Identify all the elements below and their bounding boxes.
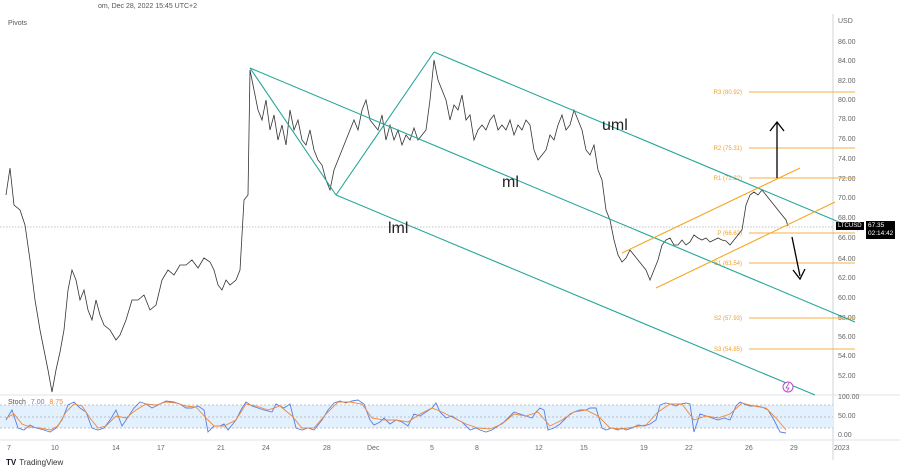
- svg-text:84.00: 84.00: [838, 58, 856, 65]
- svg-text:USD: USD: [838, 18, 853, 25]
- svg-text:R3 (80.92): R3 (80.92): [714, 90, 742, 96]
- chart-date: om, Dec 28, 2022 15:45 UTC+2: [98, 3, 198, 10]
- last-price: 67.35: [868, 222, 885, 229]
- svg-text:78.00: 78.00: [838, 116, 856, 123]
- svg-text:S3 (54.85): S3 (54.85): [714, 347, 742, 353]
- svg-text:52.00: 52.00: [838, 373, 856, 380]
- svg-text:5: 5: [430, 445, 434, 452]
- svg-text:S1 (63.54): S1 (63.54): [714, 261, 742, 267]
- svg-text:24: 24: [262, 445, 270, 452]
- candlesticks: [5, 59, 789, 393]
- svg-text:14: 14: [112, 445, 120, 452]
- svg-text:82.00: 82.00: [838, 78, 856, 85]
- uml-label: uml: [602, 117, 628, 134]
- ml-label: ml: [502, 174, 519, 191]
- pivot-labels: R3 (80.92) R2 (75.31) R1 (72.22) P (66.6…: [714, 90, 742, 353]
- svg-text:22: 22: [685, 445, 693, 452]
- svg-text:26: 26: [745, 445, 753, 452]
- svg-text:0.00: 0.00: [838, 432, 852, 439]
- svg-text:2023: 2023: [834, 445, 850, 452]
- tradingview-logo-icon: TV: [6, 458, 17, 467]
- svg-text:10: 10: [51, 445, 59, 452]
- bar-countdown: 02:14:42: [868, 230, 894, 237]
- svg-text:R2 (75.31): R2 (75.31): [714, 146, 742, 152]
- pitchfork: [249, 51, 859, 396]
- svg-text:86.00: 86.00: [838, 39, 856, 46]
- pivot-lines: [749, 91, 855, 350]
- svg-text:72.00: 72.00: [838, 176, 856, 183]
- up-arrow-icon: [769, 120, 785, 178]
- svg-text:Dec: Dec: [367, 445, 380, 452]
- svg-text:50.00: 50.00: [838, 413, 856, 420]
- svg-text:76.00: 76.00: [838, 136, 856, 143]
- lightning-event-icon[interactable]: [782, 381, 794, 393]
- svg-text:15: 15: [580, 445, 588, 452]
- svg-text:R1 (72.22): R1 (72.22): [714, 176, 742, 182]
- svg-text:56.00: 56.00: [838, 334, 856, 341]
- stoch-label: Stoch: [8, 399, 26, 406]
- svg-text:21: 21: [217, 445, 225, 452]
- svg-text:74.00: 74.00: [838, 156, 856, 163]
- svg-text:100.00: 100.00: [838, 394, 860, 401]
- svg-text:70.00: 70.00: [838, 195, 856, 202]
- svg-text:68.00: 68.00: [838, 215, 856, 222]
- svg-text:60.00: 60.00: [838, 295, 856, 302]
- svg-text:17: 17: [157, 445, 165, 452]
- symbol-tag: LTCUSD: [836, 222, 864, 230]
- stoch-d-value: 8.75: [49, 399, 64, 406]
- last-price-tag: 67.35 02:14:42: [866, 221, 896, 239]
- time-axis: 7 10 14 17 21 24 28 Dec 5 8 12 15 19 22 …: [7, 445, 850, 452]
- stoch-legend[interactable]: Stoch 7.00 8.75: [8, 399, 63, 406]
- rising-channel: [621, 167, 836, 289]
- svg-text:19: 19: [640, 445, 648, 452]
- down-arrow-icon: [791, 236, 806, 281]
- svg-text:64.00: 64.00: [838, 256, 856, 263]
- svg-text:29: 29: [790, 445, 798, 452]
- svg-text:54.00: 54.00: [838, 353, 856, 360]
- svg-text:S2 (57.93): S2 (57.93): [714, 316, 742, 322]
- chart-header: om, Dec 28, 2022 15:45 UTC+2: [0, 0, 900, 14]
- stoch-band-lines: [0, 404, 833, 429]
- svg-text:7: 7: [7, 445, 11, 452]
- tradingview-brand: TradingView: [19, 458, 64, 467]
- pivots-indicator-label[interactable]: Pivots: [8, 20, 28, 27]
- svg-text:80.00: 80.00: [838, 97, 856, 104]
- lml-label: lml: [388, 220, 408, 237]
- stoch-k-value: 7.00: [30, 399, 45, 406]
- svg-text:12: 12: [535, 445, 543, 452]
- stoch-d-line: [5, 401, 787, 431]
- svg-text:28: 28: [323, 445, 331, 452]
- svg-text:8: 8: [475, 445, 479, 452]
- svg-text:66.00: 66.00: [838, 235, 856, 242]
- tradingview-logo[interactable]: TV TradingView: [6, 458, 63, 467]
- svg-text:P (66.62): P (66.62): [717, 231, 742, 237]
- svg-text:62.00: 62.00: [838, 275, 856, 282]
